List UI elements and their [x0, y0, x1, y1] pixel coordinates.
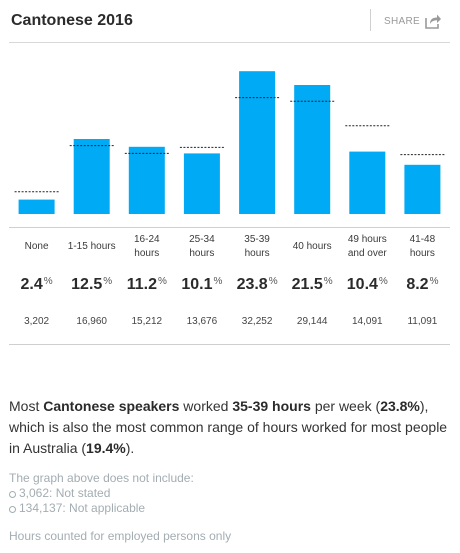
exclusions-note: The graph above does not include: 3,062:…	[9, 471, 451, 516]
count-value: 16,960	[76, 316, 107, 327]
category-label: 25-34 hours	[189, 234, 215, 259]
count-value: 15,212	[131, 316, 163, 327]
count-value: 3,202	[24, 316, 50, 327]
card-header: Cantonese 2016 SHARE	[9, 0, 450, 43]
exclusion-item: 3,062: Not stated	[9, 486, 451, 501]
percent-value: 23.8%	[236, 276, 278, 293]
exclusion-item: 134,137: Not applicable	[9, 501, 451, 516]
count-value: 29,144	[296, 316, 328, 327]
bar-chart	[14, 71, 445, 214]
percent-value: 21.5%	[291, 276, 333, 293]
percent-value: 11.2%	[126, 276, 167, 293]
bar-25-34-hours	[183, 153, 220, 214]
bar-41-48-hours	[404, 164, 441, 214]
exclusions-list: 3,062: Not stated 134,137: Not applicabl…	[9, 486, 451, 516]
summary-text: Most Cantonese speakers worked 35-39 hou…	[9, 398, 448, 456]
percent-value: 12.5%	[71, 276, 113, 293]
table-bottom-rule	[9, 344, 450, 345]
exclusions-intro: The graph above does not include:	[9, 471, 194, 485]
share-button[interactable]: SHARE	[384, 13, 442, 29]
count-value: 11,091	[407, 316, 438, 327]
share-label: SHARE	[384, 15, 420, 27]
category-label: 1-15 hours	[67, 241, 116, 252]
share-icon	[425, 14, 441, 29]
bar-49-hours-and-over	[349, 151, 386, 214]
chart-title: Cantonese 2016	[11, 12, 133, 29]
category-label: 35-39 hours	[244, 234, 270, 259]
bar-16-24-hours	[128, 146, 165, 214]
percent-value: 10.1%	[181, 276, 223, 293]
percent-value: 8.2%	[406, 276, 439, 293]
category-label: None	[24, 241, 49, 252]
category-label: 41-48 hours	[409, 234, 436, 259]
bar-none	[18, 199, 55, 214]
bar-35-39-hours	[239, 71, 276, 214]
count-value: 14,091	[352, 316, 383, 327]
category-label: 40 hours	[292, 241, 332, 252]
category-label: 16-24 hours	[134, 234, 160, 259]
percent-value: 10.4%	[346, 276, 388, 293]
count-value: 13,676	[186, 316, 218, 327]
category-label: 49 hours and over	[347, 234, 387, 259]
footer-note: Hours counted for employed persons only	[9, 529, 232, 543]
bar-40-hours	[294, 85, 331, 214]
count-value: 32,252	[241, 316, 273, 327]
chart-card: Cantonese 2016 SHARE None 2.4% 3,202 1-15 h…	[9, 0, 450, 345]
percent-value: 2.4%	[20, 276, 53, 293]
bar-1-15-hours	[73, 139, 110, 214]
share-divider	[370, 9, 371, 31]
x-axis-line	[9, 227, 450, 228]
